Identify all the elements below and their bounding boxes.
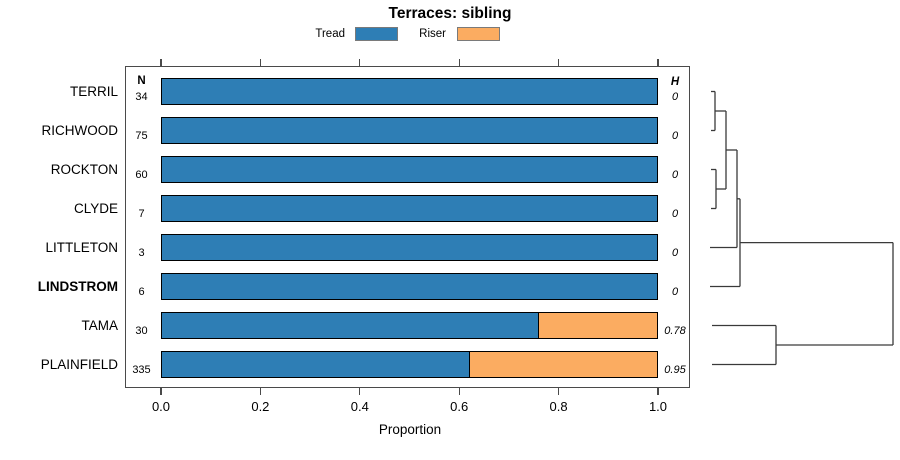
stacked-bar-terril bbox=[161, 78, 658, 105]
n-value-lindstrom: 6 bbox=[138, 286, 145, 298]
stacked-bar-clyde bbox=[161, 195, 658, 222]
row-label-rockton: ROCKTON bbox=[50, 161, 118, 177]
h-value-lindstrom: 0 bbox=[671, 286, 679, 298]
n-value-tama: 30 bbox=[135, 325, 148, 337]
x-tick-bottom bbox=[657, 388, 659, 395]
n-value-clyde: 7 bbox=[138, 208, 145, 220]
row-label-clyde: CLYDE bbox=[73, 200, 118, 216]
bar-segment-riser bbox=[538, 313, 657, 338]
x-tick-bottom bbox=[558, 388, 560, 395]
legend-swatch-riser-icon bbox=[457, 27, 500, 41]
chart-title: Terraces: sibling bbox=[388, 5, 512, 22]
bar-segment-tread bbox=[162, 79, 657, 104]
x-axis-title: Proportion bbox=[378, 422, 442, 437]
stacked-bar-littleton bbox=[161, 234, 658, 261]
x-tick-bottom bbox=[359, 388, 361, 395]
bar-segment-riser bbox=[468, 352, 657, 377]
legend-swatch-tread-icon bbox=[355, 27, 398, 41]
bar-segment-tread bbox=[162, 196, 657, 221]
x-tick-top bbox=[657, 59, 659, 66]
x-tick-label: 0.0 bbox=[151, 399, 171, 414]
n-column-header: N bbox=[137, 75, 146, 87]
h-value-rockton: 0 bbox=[671, 169, 679, 181]
x-tick-bottom bbox=[160, 388, 162, 395]
h-value-richwood: 0 bbox=[671, 130, 679, 142]
stacked-bar-rockton bbox=[161, 156, 658, 183]
row-label-terril: TERRIL bbox=[69, 83, 118, 99]
h-value-tama: 0.78 bbox=[664, 325, 686, 337]
h-value-plainfield: 0.95 bbox=[664, 364, 686, 376]
x-tick-top bbox=[558, 59, 560, 66]
x-tick-top bbox=[458, 59, 460, 66]
x-tick-top bbox=[259, 59, 262, 66]
row-label-lindstrom: LINDSTROM bbox=[37, 278, 118, 294]
stacked-bar-lindstrom bbox=[161, 273, 658, 300]
x-tick-label: 0.6 bbox=[450, 399, 469, 414]
bar-segment-tread bbox=[162, 235, 657, 260]
bar-segment-tread bbox=[162, 313, 539, 338]
h-value-terril: 0 bbox=[671, 91, 679, 103]
x-tick-label: 0.8 bbox=[549, 399, 568, 414]
x-tick-label: 0.2 bbox=[251, 399, 270, 414]
h-value-littleton: 0 bbox=[671, 247, 679, 259]
n-value-richwood: 75 bbox=[135, 130, 148, 142]
x-tick-top bbox=[160, 59, 162, 66]
row-label-littleton: LITTLETON bbox=[45, 239, 118, 255]
row-label-tama: TAMA bbox=[81, 317, 119, 333]
bar-segment-tread bbox=[162, 352, 469, 377]
stacked-bar-plainfield bbox=[161, 351, 658, 378]
bar-segment-tread bbox=[162, 118, 657, 143]
row-label-plainfield: PLAINFIELD bbox=[40, 356, 118, 372]
x-tick-bottom bbox=[259, 388, 262, 395]
x-tick-label: 0.4 bbox=[350, 399, 369, 414]
legend-label-riser: Riser bbox=[419, 28, 446, 40]
plot-area-frame bbox=[125, 66, 690, 388]
bar-segment-tread bbox=[162, 157, 657, 182]
h-column-header: H bbox=[670, 76, 680, 88]
h-value-clyde: 0 bbox=[671, 208, 679, 220]
n-value-terril: 34 bbox=[135, 91, 148, 103]
row-label-richwood: RICHWOOD bbox=[41, 122, 119, 138]
x-tick-top bbox=[359, 59, 361, 66]
x-tick-label: 1.0 bbox=[648, 399, 668, 414]
legend-label-tread: Tread bbox=[315, 28, 345, 40]
bar-segment-tread bbox=[162, 274, 657, 299]
n-value-plainfield: 335 bbox=[132, 364, 151, 376]
stacked-bar-richwood bbox=[161, 117, 658, 144]
stacked-bar-tama bbox=[161, 312, 658, 339]
n-value-rockton: 60 bbox=[135, 169, 148, 181]
x-tick-bottom bbox=[458, 388, 460, 395]
n-value-littleton: 3 bbox=[138, 247, 145, 259]
